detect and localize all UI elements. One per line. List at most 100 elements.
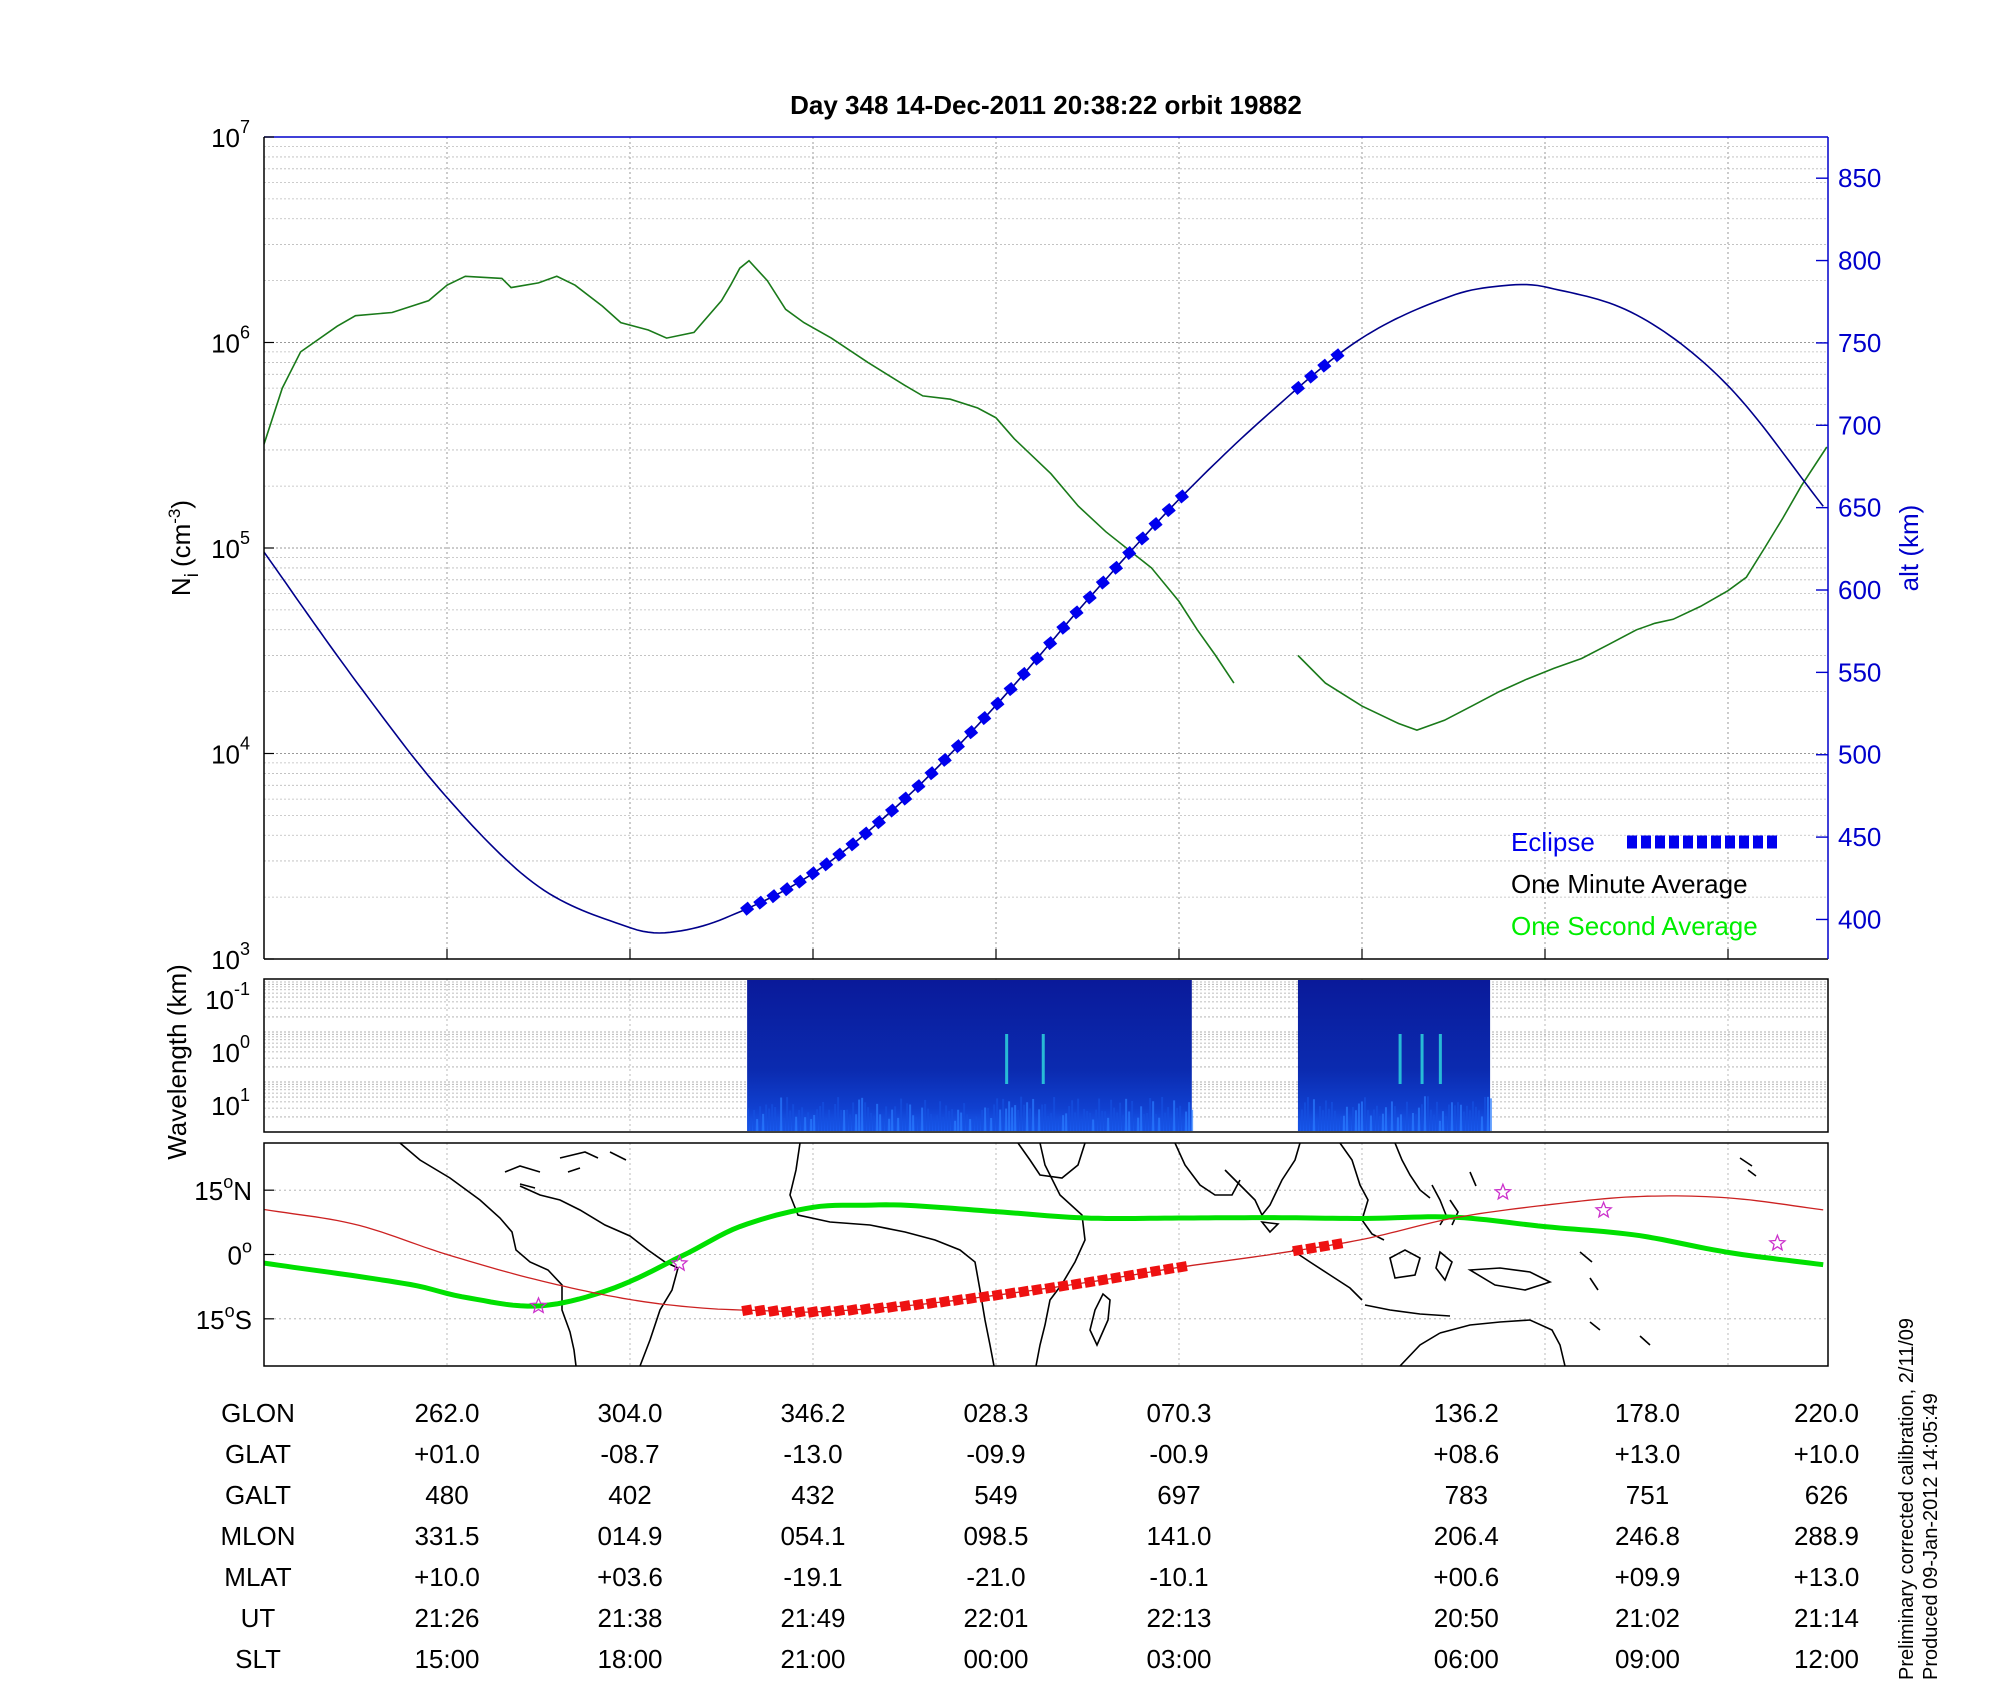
spectrogram-stripe bbox=[957, 1109, 960, 1131]
spectrogram-stripe bbox=[879, 1114, 882, 1131]
ephemeris-cell: 06:00 bbox=[1434, 1644, 1499, 1674]
spectrogram-stripe bbox=[1047, 1115, 1050, 1131]
y-tick-exp: 3 bbox=[240, 939, 250, 959]
ephemeris-cell: 22:01 bbox=[963, 1603, 1028, 1633]
spectrogram-stripe bbox=[1435, 1101, 1438, 1131]
spectrogram-stripe bbox=[765, 1104, 768, 1131]
spectrogram-stripe bbox=[930, 1114, 933, 1131]
spectrogram-stripe bbox=[966, 1114, 969, 1131]
spectrogram-stripe bbox=[1465, 1105, 1468, 1131]
spectrogram-stripe bbox=[1330, 1101, 1333, 1131]
y-tick-exp: 7 bbox=[240, 117, 250, 137]
ephemeris-row-label: MLON bbox=[220, 1521, 295, 1551]
spectrogram-stripe bbox=[1125, 1098, 1128, 1131]
eclipse-marker bbox=[911, 779, 926, 794]
eclipse-markers bbox=[740, 348, 1345, 916]
spectrogram-stripe bbox=[936, 1115, 939, 1131]
spectrogram-stripe bbox=[960, 1112, 963, 1131]
spectrogram-stripe bbox=[1417, 1107, 1420, 1131]
spectrogram-stripe bbox=[873, 1115, 876, 1131]
ephemeris-cell: 014.9 bbox=[597, 1521, 662, 1551]
eclipse-marker bbox=[1317, 358, 1332, 373]
ephemeris-cell: 220.0 bbox=[1794, 1398, 1859, 1428]
ephemeris-cell: 22:13 bbox=[1146, 1603, 1211, 1633]
spectrogram-stripe bbox=[981, 1110, 984, 1131]
density-axis-label-main: N bbox=[166, 577, 196, 596]
density-line bbox=[264, 259, 1235, 684]
spec-tick-base: 10 bbox=[205, 985, 234, 1015]
spectrogram-stripe bbox=[1426, 1096, 1429, 1131]
spectrogram-stripe bbox=[792, 1104, 795, 1131]
spectrogram-stripe bbox=[1083, 1108, 1086, 1131]
spectrogram-stripe bbox=[1312, 1099, 1315, 1131]
eclipse-marker bbox=[1174, 489, 1189, 504]
spectrogram-stripe bbox=[1450, 1102, 1453, 1131]
spectrogram-stripe bbox=[1363, 1097, 1366, 1131]
spectrogram-stripe bbox=[1023, 1104, 1026, 1131]
ephemeris-cell: 03:00 bbox=[1146, 1644, 1211, 1674]
spectrogram-stripe bbox=[1029, 1108, 1032, 1131]
spectrogram-stripe bbox=[1020, 1096, 1023, 1131]
y-tick-exp: 4 bbox=[240, 734, 250, 754]
spectrogram-stripe bbox=[978, 1120, 981, 1131]
ephemeris-cell: 331.5 bbox=[414, 1521, 479, 1551]
spectrogram-stripe bbox=[1432, 1114, 1435, 1131]
ephemeris-cell: 626 bbox=[1805, 1480, 1848, 1510]
spec-tick-label: 101 bbox=[211, 1085, 250, 1121]
spectrogram-stripe bbox=[1086, 1110, 1089, 1131]
spectrogram-stripe bbox=[780, 1097, 783, 1131]
map-stars bbox=[529, 1182, 1787, 1314]
map-eclipse-marker bbox=[886, 1301, 898, 1313]
eclipse-marker bbox=[950, 739, 965, 754]
coast-arabia bbox=[1174, 1143, 1241, 1196]
y-tick-base: 10 bbox=[211, 945, 240, 975]
ephemeris-cell: +01.0 bbox=[414, 1439, 480, 1469]
map-eclipse-marker bbox=[991, 1289, 1004, 1301]
eclipse-marker bbox=[858, 826, 873, 841]
eclipse-marker bbox=[1029, 651, 1045, 666]
spectrogram-stripe bbox=[1354, 1110, 1357, 1131]
ephemeris-cell: +10.0 bbox=[1794, 1439, 1860, 1469]
spectrogram-stripe bbox=[921, 1107, 924, 1131]
ephemeris-cell: +03.6 bbox=[597, 1562, 663, 1592]
spectrogram-stripe bbox=[1462, 1111, 1465, 1131]
alt-tick-label: 400 bbox=[1838, 904, 1881, 934]
spectrogram-stripe bbox=[798, 1109, 801, 1131]
spectrogram-stripe bbox=[1474, 1106, 1477, 1131]
spectrogram-stripe bbox=[807, 1112, 810, 1131]
spectrogram-stripe bbox=[963, 1103, 966, 1131]
eclipse-marker bbox=[871, 815, 886, 830]
lat-tick-degree: o bbox=[225, 1301, 235, 1321]
lat-tick-value: 15 bbox=[196, 1305, 225, 1335]
ephemeris-cell: 00:00 bbox=[963, 1644, 1028, 1674]
spectrogram-stripe bbox=[1441, 1111, 1444, 1131]
spectrogram-stripe bbox=[777, 1116, 780, 1131]
spectrogram-stripe bbox=[837, 1097, 840, 1131]
spectrogram-stripe bbox=[1134, 1118, 1137, 1131]
density-axis-label-unit-sup: -3 bbox=[165, 509, 184, 524]
eclipse-marker bbox=[1016, 666, 1031, 682]
coast-pacific-islands bbox=[1579, 1157, 1757, 1346]
map-eclipse-marker bbox=[1044, 1282, 1056, 1294]
map-eclipse-marker bbox=[938, 1295, 951, 1308]
alt-tick-label: 850 bbox=[1838, 163, 1881, 193]
chart-title: Day 348 14-Dec-2011 20:38:22 orbit 19882 bbox=[790, 90, 1302, 120]
ephemeris-cell: +00.6 bbox=[1433, 1562, 1499, 1592]
spectrogram-stripe bbox=[1399, 1114, 1402, 1131]
map-eclipse-marker bbox=[952, 1294, 964, 1306]
eclipse-marker bbox=[753, 895, 768, 910]
spec-tick-exp: 1 bbox=[240, 1085, 250, 1105]
map-eclipse-marker bbox=[978, 1290, 991, 1303]
spectrogram-stripe bbox=[885, 1106, 888, 1131]
spectrogram-stripe bbox=[1438, 1120, 1441, 1131]
spectrogram-stripe bbox=[1035, 1119, 1038, 1131]
spec-tick-label: 100 bbox=[211, 1032, 250, 1068]
ephemeris-cell: 549 bbox=[974, 1480, 1017, 1510]
lat-tick-value: 15 bbox=[194, 1176, 223, 1206]
spectrogram-stripe bbox=[1315, 1118, 1318, 1131]
spectrogram-stripe bbox=[1173, 1100, 1176, 1131]
ephemeris-cell: 21:14 bbox=[1794, 1603, 1859, 1633]
